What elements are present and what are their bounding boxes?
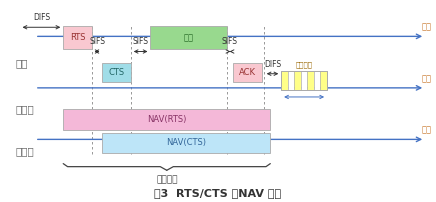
Bar (63, 26, 92, 49)
Text: NAV(CTS): NAV(CTS) (167, 138, 206, 147)
Bar (150, 26, 227, 49)
Text: 时间: 时间 (422, 126, 432, 135)
Bar (288, 71, 294, 90)
Text: ACK: ACK (239, 68, 256, 77)
Text: DIFS: DIFS (33, 13, 50, 22)
Bar (102, 63, 131, 82)
Bar (281, 71, 288, 90)
Text: DIFS: DIFS (264, 60, 281, 69)
Text: 图3  RTS/CTS 和NAV 过程: 图3 RTS/CTS 和NAV 过程 (154, 188, 282, 198)
Text: SIFS: SIFS (133, 37, 149, 46)
Bar (63, 109, 270, 130)
Bar (307, 71, 314, 90)
Bar (294, 71, 301, 90)
Bar (233, 63, 262, 82)
Text: 源站: 源站 (15, 59, 28, 69)
Text: 其他站: 其他站 (15, 146, 34, 157)
Bar (314, 71, 320, 90)
Bar (281, 71, 327, 90)
Text: CTS: CTS (109, 68, 125, 77)
Text: NAV(RTS): NAV(RTS) (147, 115, 187, 124)
Text: 时间: 时间 (422, 74, 432, 83)
Bar (320, 71, 327, 90)
Text: RTS: RTS (70, 33, 85, 42)
Bar (102, 133, 270, 153)
Text: SIFS: SIFS (222, 37, 238, 46)
Text: 推迟接入: 推迟接入 (156, 175, 177, 184)
Text: 数据: 数据 (184, 33, 194, 42)
Text: SIFS: SIFS (89, 37, 105, 46)
Text: 目的站: 目的站 (15, 104, 34, 114)
Text: 争用窗口: 争用窗口 (296, 61, 313, 68)
Bar (301, 71, 307, 90)
Text: 时间: 时间 (422, 23, 432, 32)
